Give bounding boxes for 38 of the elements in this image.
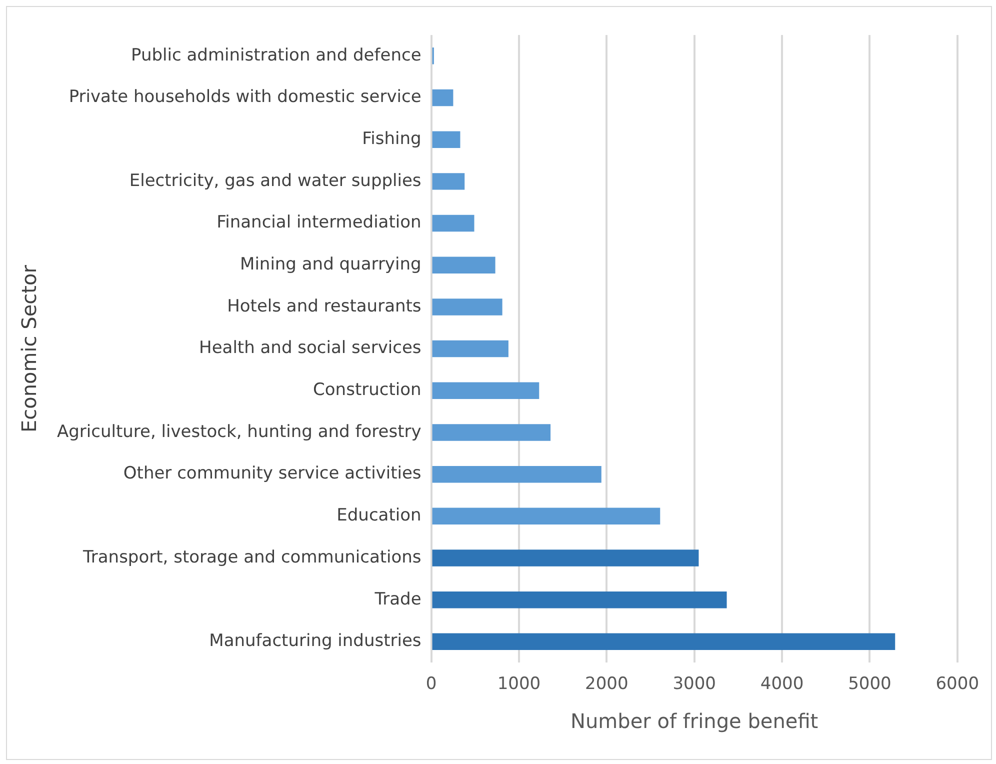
x-axis-title: Number of fringe benefit bbox=[570, 709, 818, 734]
x-tick-label: 2000 bbox=[585, 674, 628, 694]
x-tick-label: 6000 bbox=[936, 674, 979, 694]
bar bbox=[432, 466, 602, 483]
y-tick-label: Mining and quarrying bbox=[240, 254, 422, 275]
bar bbox=[432, 298, 502, 316]
y-tick-label: Transport, storage and communications bbox=[82, 547, 422, 568]
y-tick-label: Agriculture, livestock, hunting and forestry bbox=[56, 422, 422, 442]
y-tick-label: Other community service activities bbox=[123, 464, 422, 484]
x-tick-label: 0 bbox=[426, 674, 437, 694]
y-tick-label: Education bbox=[336, 506, 422, 526]
y-tick-label: Private households with domestic service bbox=[68, 87, 422, 108]
y-tick-label: Construction bbox=[313, 380, 422, 400]
x-tick-label: 3000 bbox=[672, 674, 716, 694]
x-tick-label: 4000 bbox=[760, 674, 804, 694]
bar bbox=[432, 340, 508, 358]
y-tick-label: Public administration and defence bbox=[131, 45, 422, 66]
bar bbox=[432, 633, 896, 650]
x-tick-label: 1000 bbox=[497, 674, 541, 694]
bar bbox=[432, 256, 496, 274]
y-tick-label: Manufacturing industries bbox=[209, 631, 422, 652]
y-tick-label: Trade bbox=[374, 589, 422, 610]
y-tick-label: Hotels and restaurants bbox=[227, 296, 422, 316]
bar bbox=[432, 424, 551, 441]
y-tick-label: Financial intermediation bbox=[216, 212, 422, 233]
bar bbox=[432, 89, 454, 106]
bar bbox=[432, 173, 465, 190]
bar bbox=[432, 508, 660, 525]
y-tick-label: Electricity, gas and water supplies bbox=[129, 170, 422, 191]
x-tick-label: 5000 bbox=[848, 674, 892, 694]
y-tick-label: Fishing bbox=[362, 129, 422, 150]
bar bbox=[432, 382, 540, 400]
bar bbox=[432, 550, 699, 566]
y-tick-label: Health and social services bbox=[199, 338, 422, 358]
y-axis-title: Economic Sector bbox=[17, 264, 42, 433]
bar bbox=[432, 131, 460, 148]
bar bbox=[432, 214, 474, 232]
bar bbox=[432, 591, 727, 608]
